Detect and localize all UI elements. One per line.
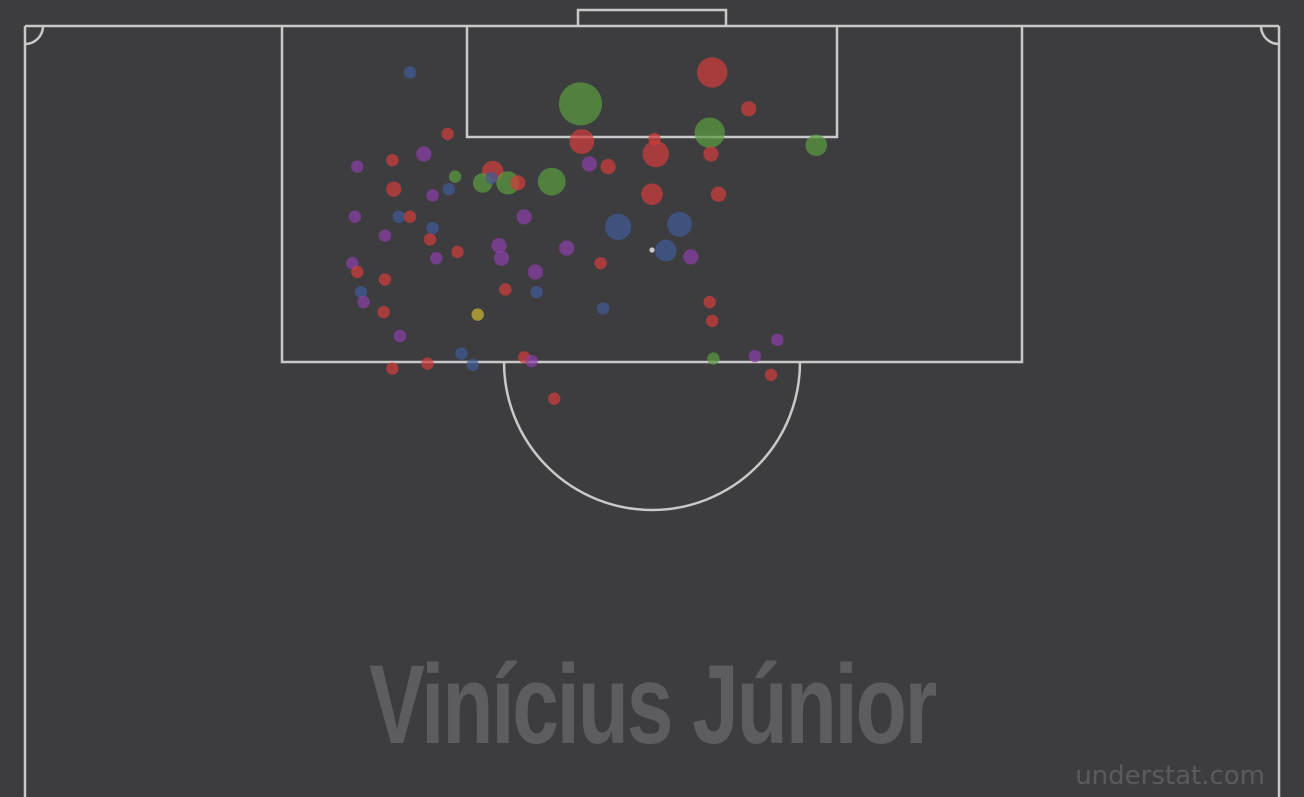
shot-marker-missed-55[interactable] (377, 305, 390, 319)
shot-marker-missed-3[interactable] (741, 101, 757, 117)
shot-marker-blocked-52[interactable] (354, 285, 368, 299)
shot-marker-missed-28[interactable] (710, 186, 727, 202)
penalty-arc (502, 361, 802, 512)
shot-marker-missed-13[interactable] (386, 154, 399, 167)
shot-marker-missed-67[interactable] (421, 357, 434, 370)
shot-marker-blocked-41[interactable] (655, 239, 677, 262)
shot-marker-saved-32[interactable] (516, 209, 532, 225)
shot-marker-missed-40[interactable] (451, 245, 464, 259)
shot-marker-saved-12[interactable] (416, 146, 432, 162)
shot-marker-blocked-35[interactable] (426, 221, 439, 235)
shot-marker-missed-24[interactable] (386, 181, 402, 197)
shot-marker-missed-69[interactable] (764, 368, 778, 382)
shot-marker-missed-21[interactable] (510, 175, 526, 191)
shot-marker-missed-10[interactable] (703, 146, 719, 162)
shot-marker-blocked-51[interactable] (530, 285, 543, 299)
shot-marker-missed-54[interactable] (703, 295, 716, 309)
shot-marker-goal-5[interactable] (694, 117, 725, 148)
shot-marker-saved-64[interactable] (748, 349, 761, 363)
shot-marker-missed-37[interactable] (423, 233, 437, 246)
shot-marker-saved-42[interactable] (430, 252, 443, 265)
left-corner-arc (24, 25, 45, 46)
shot-marker-blocked-34[interactable] (667, 211, 692, 237)
shot-marker-missed-11[interactable] (441, 127, 454, 141)
shot-marker-blocked-30[interactable] (392, 210, 405, 223)
shot-marker-goal-4[interactable] (558, 82, 603, 126)
shot-marker-saved-39[interactable] (559, 240, 575, 256)
shot-marker-missed-16[interactable] (600, 159, 616, 175)
shot-marker-saved-44[interactable] (683, 249, 699, 265)
shot-marker-missed-7[interactable] (569, 129, 595, 154)
shot-marker-missed-46[interactable] (594, 257, 607, 270)
shots-layer (346, 57, 828, 405)
right-corner-arc (1259, 25, 1280, 46)
shot-marker-missed-2[interactable] (697, 57, 728, 88)
shot-marker-saved-29[interactable] (348, 210, 361, 223)
shot-marker-blocked-25[interactable] (442, 183, 456, 196)
shot-marker-blocked-61[interactable] (455, 347, 468, 360)
shot-marker-blocked-66[interactable] (466, 358, 479, 372)
shot-marker-saved-60[interactable] (771, 333, 784, 346)
shot-marker-missed-50[interactable] (499, 283, 512, 296)
shot-marker-saved-53[interactable] (357, 295, 370, 309)
shot-marker-missed-68[interactable] (386, 362, 399, 375)
shot-marker-saved-15[interactable] (581, 156, 597, 172)
shot-marker-goal-22[interactable] (537, 167, 566, 196)
penalty-area (280, 26, 1024, 364)
shot-marker-missed-58[interactable] (706, 314, 719, 328)
shot-marker-missed-47[interactable] (351, 265, 364, 279)
shot-marker-saved-38[interactable] (491, 238, 507, 254)
shot-marker-blocked-23[interactable] (485, 171, 498, 185)
penalty-spot (649, 247, 655, 253)
shot-marker-saved-26[interactable] (426, 189, 439, 202)
understat-watermark[interactable]: understat.com (1075, 761, 1265, 791)
shot-marker-missed-49[interactable] (378, 273, 392, 286)
shot-marker-shot_on_post-57[interactable] (471, 308, 484, 321)
shot-marker-blocked-56[interactable] (596, 302, 610, 315)
shot-marker-missed-9[interactable] (642, 140, 669, 168)
shot-marker-saved-59[interactable] (393, 329, 407, 343)
shot-marker-missed-27[interactable] (641, 183, 663, 205)
shot-marker-saved-48[interactable] (527, 264, 544, 280)
shot-marker-goal-6[interactable] (805, 134, 828, 156)
shot-marker-blocked-33[interactable] (604, 213, 632, 240)
shot-marker-goal-65[interactable] (707, 352, 720, 365)
shot-marker-missed-31[interactable] (403, 210, 417, 223)
shot-marker-blocked-1[interactable] (403, 66, 417, 79)
shot-marker-saved-14[interactable] (351, 160, 364, 173)
shot-marker-saved-36[interactable] (378, 229, 392, 242)
shot-marker-saved-63[interactable] (525, 354, 538, 368)
player-name: Vinícius Júnior (369, 642, 936, 767)
shot-marker-goal-18[interactable] (448, 170, 462, 183)
shot-marker-missed-70[interactable] (548, 392, 561, 405)
shot-marker-saved-43[interactable] (493, 250, 510, 266)
goal-frame (576, 8, 728, 26)
